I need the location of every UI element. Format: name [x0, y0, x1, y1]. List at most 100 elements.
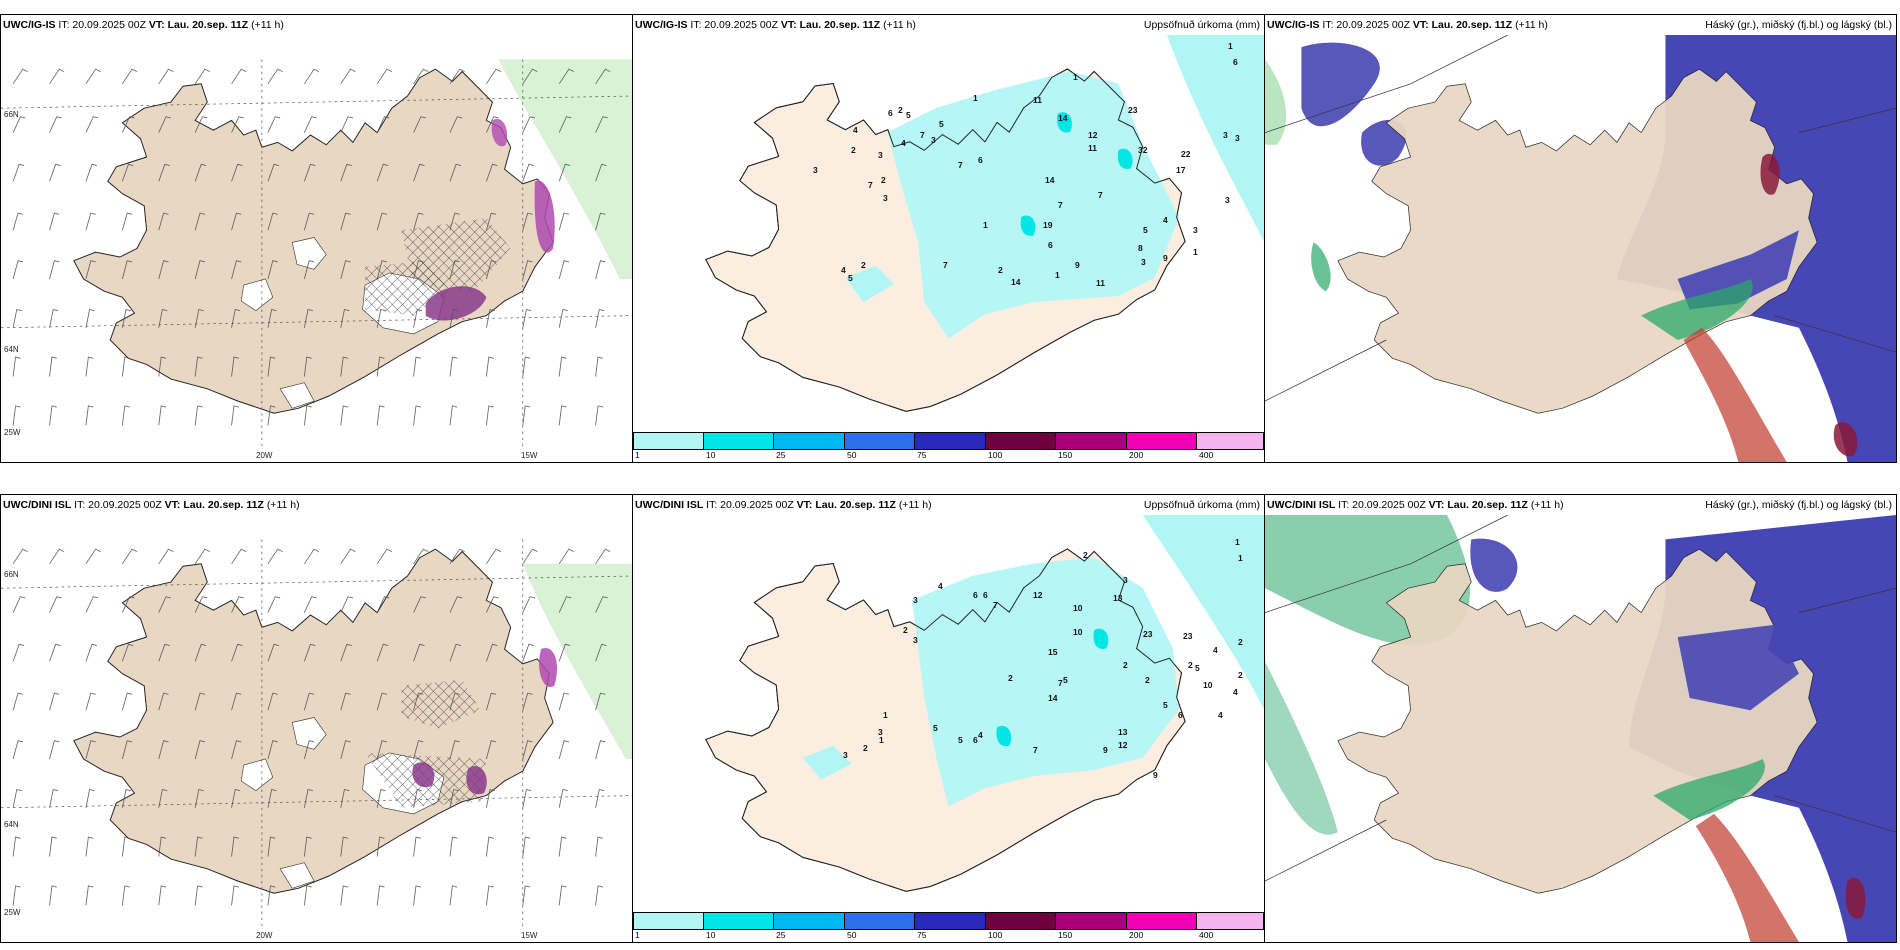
lon-label-15w: 15W [521, 451, 538, 460]
precip-area [887, 71, 1180, 339]
precip-value: 2 [863, 743, 868, 753]
precip-value: 3 [1193, 225, 1198, 235]
precip-value: 5 [906, 110, 911, 120]
panel-title: UWC/IG-IS IT: 20.09.2025 00Z VT: Lau. 20… [635, 19, 916, 31]
precip-value: 4 [1163, 215, 1168, 225]
colorbar-tick: 1 [635, 450, 640, 460]
precip-value: 2 [1188, 660, 1193, 670]
precip-value: 1 [1238, 553, 1243, 563]
colorbar-tick: 10 [706, 930, 716, 940]
precip-value: 3 [913, 635, 918, 645]
colorbar-swatch [845, 432, 915, 450]
precip-value: 1 [983, 220, 988, 230]
precip-value: 1 [1055, 270, 1060, 280]
panel-title: UWC/DINI ISL IT: 20.09.2025 00Z VT: Lau.… [3, 499, 300, 511]
colorbar-tick: 150 [1058, 450, 1073, 460]
precip-value: 12 [1088, 130, 1098, 140]
precip-value: 11 [1033, 95, 1042, 105]
colorbar-swatch [1056, 432, 1127, 450]
colorbar-tick: 50 [847, 930, 857, 940]
precip-value: 4 [841, 265, 846, 275]
panel-clouds-igis: UWC/IG-IS IT: 20.09.2025 00Z VT: Lau. 20… [1264, 14, 1897, 463]
precip-value: 11 [1088, 143, 1097, 153]
precip-value: 23 [1128, 105, 1138, 115]
colorbar-tick: 75 [917, 450, 927, 460]
precip-value: 13 [1118, 727, 1128, 737]
cloud-map [1265, 35, 1896, 462]
lon-label-25w: 25W [4, 428, 21, 437]
snow-area [425, 286, 487, 321]
precip-value: 7 [1033, 745, 1038, 755]
precip-value: 3 [843, 750, 848, 760]
precip-value: 3 [931, 135, 936, 145]
precip-value: 15 [1048, 647, 1058, 657]
colorbar-swatch [986, 912, 1056, 930]
precip-value: 3 [1123, 575, 1128, 585]
precip-colorbar: 1 10 25 50 75 100 150 200 400 [633, 432, 1264, 462]
precip-value: 2 [1238, 670, 1243, 680]
precip-value: 6 [1178, 710, 1183, 720]
precip-value: 7 [868, 180, 873, 190]
colorbar-tick: 150 [1058, 930, 1073, 940]
precip-value: 5 [1143, 225, 1148, 235]
precip-value: 10 [1203, 680, 1213, 690]
colorbar-tick: 100 [988, 450, 1003, 460]
precip-value: 1 [1228, 41, 1233, 51]
precip-value: 4 [1218, 710, 1223, 720]
precip-value: 2 [1083, 550, 1088, 560]
precip-value: 4 [978, 730, 983, 740]
precip-value: 3 [1141, 257, 1146, 267]
snow-area [412, 762, 435, 788]
colorbar-tick: 25 [776, 450, 786, 460]
mid-cloud-area [1683, 327, 1787, 462]
precip-value: 5 [1063, 675, 1068, 685]
precip-value: 6 [978, 155, 983, 165]
colorbar-swatch [704, 432, 774, 450]
precip-value: 1 [1193, 247, 1198, 257]
precip-value: 5 [933, 723, 938, 733]
precip-value: 7 [920, 130, 925, 140]
colorbar-swatch [915, 432, 986, 450]
precip-value: 5 [939, 119, 944, 129]
precip-value: 2 [998, 265, 1003, 275]
precip-value: 2 [881, 175, 886, 185]
precip-value: 3 [913, 595, 918, 605]
precip-value: 2 [1238, 637, 1243, 647]
precip-colorbar: 1 10 25 50 75 100 150 200 400 [633, 912, 1264, 942]
panel-title: UWC/IG-IS IT: 20.09.2025 00Z VT: Lau. 20… [1267, 19, 1548, 31]
panel-field-label: Uppsöfnuð úrkoma (mm) [1143, 19, 1260, 31]
precip-value: 4 [938, 581, 943, 591]
precip-value: 3 [813, 165, 818, 175]
precip-value: 6 [973, 735, 978, 745]
colorbar-swatch [774, 432, 845, 450]
precip-value: 10 [1073, 627, 1083, 637]
precip-value: 14 [1058, 113, 1068, 123]
precip-value: 1 [879, 735, 884, 745]
colorbar-swatch [915, 912, 986, 930]
precip-value: 4 [901, 138, 906, 148]
colorbar-tick: 50 [847, 450, 857, 460]
panel-field-label: Háský (gr.), miðský (fj.bl.) og lágský (… [1705, 499, 1892, 511]
colorbar-tick: 100 [988, 930, 1003, 940]
mid-cloud-area [1695, 813, 1799, 942]
high-cloud-area [1641, 279, 1753, 340]
precip-value: 14 [1045, 175, 1055, 185]
precip-value: 7 [958, 160, 963, 170]
colorbar-swatch [633, 912, 704, 930]
precip-value: 3 [1235, 133, 1240, 143]
colorbar-swatch [633, 432, 704, 450]
precip-value: 2 [898, 105, 903, 115]
colorbar-tick: 400 [1199, 930, 1214, 940]
precip-map [705, 35, 1264, 412]
lon-label-20w: 20W [256, 451, 273, 460]
lon-label-15w: 15W [521, 931, 538, 940]
precip-value: 6 [888, 108, 893, 118]
lat-label-64n: 64N [4, 345, 19, 354]
precip-value: 4 [1213, 645, 1218, 655]
colorbar-swatch [845, 912, 915, 930]
precip-value: 3 [1225, 195, 1230, 205]
precip-value: 1 [973, 93, 978, 103]
panel-wind-dini: UWC/DINI ISL IT: 20.09.2025 00Z VT: Lau.… [0, 494, 633, 943]
colorbar-swatch [774, 912, 845, 930]
precip-value: 14 [1011, 277, 1021, 287]
